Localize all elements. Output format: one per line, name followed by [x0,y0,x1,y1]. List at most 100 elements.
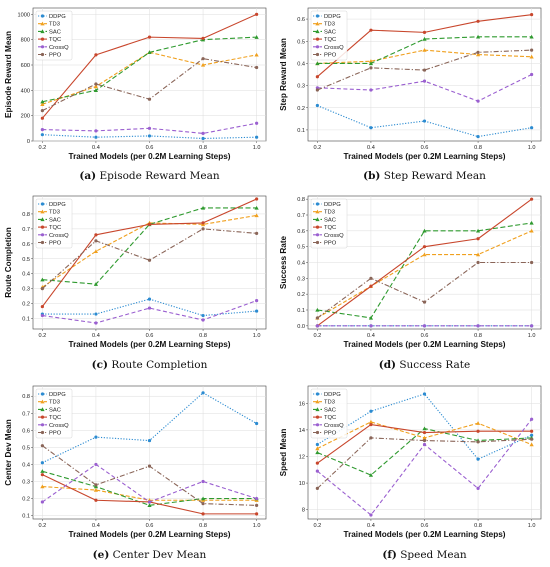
data-point-crossq [315,469,319,473]
data-point-crossq [147,500,152,504]
caption-letter: (d) [379,359,396,371]
legend-label-td3: TD3 [49,22,60,28]
data-point-ddpg [147,134,152,138]
data-point-sac [422,36,427,41]
data-point-sac [254,35,259,39]
legend-marker-sac [315,407,320,412]
x-tick-label: 0.2 [38,333,46,339]
y-tick-label: 0.4 [22,462,30,468]
data-point-crossq [255,496,259,501]
legend-label-td3: TD3 [49,400,60,406]
caption-letter: (e) [93,549,110,561]
legend-label-crossq: CrossQ [324,423,344,429]
data-point-crossq [476,324,480,328]
legend-label-ddpg: DDPG [324,202,341,208]
data-point-crossq [201,131,205,135]
legend-marker-ddpg [315,202,320,206]
data-point-sac [93,88,99,93]
data-point-sac [147,503,152,508]
legend-label-ppo: PPO [324,53,337,59]
data-point-td3 [368,419,374,424]
y-tick-label: 14 [299,428,305,434]
y-tick-label: 0.3 [297,84,305,90]
data-point-tqc [40,304,44,309]
x-tick-label: 0.8 [199,333,207,339]
data-point-sac [368,315,374,320]
data-point-td3 [422,435,427,440]
series-line-td3 [42,51,257,105]
data-point-tqc [147,222,152,226]
x-tick-label: 0.4 [367,333,375,339]
data-point-ddpg [201,391,205,395]
data-point-ddpg [422,119,427,123]
data-point-td3 [40,484,45,489]
data-point-crossq [369,513,373,517]
data-point-crossq [147,126,152,130]
data-point-crossq [40,313,44,318]
legend-label-td3: TD3 [49,210,60,216]
x-tick-label: 0.6 [146,333,154,339]
data-point-td3 [93,84,99,89]
y-tick-label: 0.6 [22,242,30,248]
x-tick-label: 0.4 [367,523,375,529]
panel-caption: (d) Success Rate [379,359,471,371]
y-tick-label: 0.6 [22,428,30,434]
data-point-sac [529,34,534,39]
legend-marker-crossq [315,233,320,237]
data-point-sac [422,228,427,233]
data-point-sac [315,307,320,312]
data-point-tqc [40,116,44,120]
data-point-crossq [255,121,259,125]
data-point-ddpg [422,392,427,396]
x-tick-label: 0.4 [367,145,375,151]
data-point-sac [40,99,45,104]
y-tick-label: 0 [27,139,30,145]
data-point-ddpg [315,103,319,108]
y-tick-label: 0.2 [297,106,305,112]
data-point-crossq [315,324,319,328]
x-tick-label: 0.4 [92,333,100,339]
legend-label-crossq: CrossQ [324,233,344,239]
y-tick-label: 0.8 [22,394,30,400]
series-line-sac [42,470,257,506]
data-point-crossq [369,324,373,328]
data-point-crossq [94,321,98,325]
data-point-sac [147,50,152,55]
legend-label-ppo: PPO [49,431,62,437]
y-axis-label: Center Dev Mean [4,419,13,485]
data-point-td3 [93,487,99,492]
y-tick-label: 16 [299,401,305,407]
series-line-sac [317,222,532,319]
legend-marker-td3 [315,399,320,404]
data-point-ddpg [94,135,98,139]
data-point-sac [315,450,320,455]
y-tick-label: 0.8 [22,212,30,218]
y-tick-label: 0.0 [297,324,305,330]
data-point-ppo [530,437,534,441]
legend-label-sac: SAC [49,407,61,413]
caption-text: Step Reward Mean [380,170,486,182]
data-point-ppo [147,97,152,101]
x-tick-label: 0.4 [92,145,100,151]
legend-label-td3: TD3 [324,22,335,28]
caption-letter: (f) [382,549,396,561]
data-point-ppo [369,436,373,440]
y-tick-label: 800 [21,38,30,44]
legend-marker-sac [40,407,45,412]
data-point-ppo [40,444,44,448]
panel-caption: (c) Route Completion [92,359,208,371]
series-line-crossq [42,300,257,324]
x-tick-label: 0.2 [313,333,321,339]
data-point-tqc [255,197,259,201]
y-tick-label: 0.6 [297,229,305,235]
data-point-ddpg [530,126,534,130]
data-point-ppo [255,231,259,235]
legend-marker-td3 [40,209,45,214]
x-axis-label: Trained Models (per 0.2M Learning Steps) [69,152,231,161]
y-tick-label: 0.4 [22,272,30,278]
y-tick-label: 0.5 [22,445,30,451]
data-point-ppo [94,82,98,86]
